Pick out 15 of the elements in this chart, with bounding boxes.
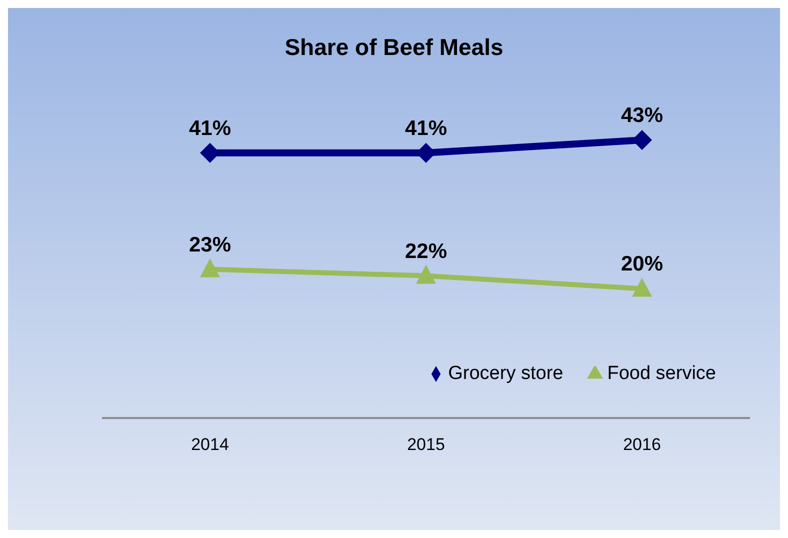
data-label: 20% xyxy=(620,252,664,276)
x-tick-label: 2014 xyxy=(191,435,229,454)
chart-title: Share of Beef Meals xyxy=(284,34,504,61)
data-label: 41% xyxy=(188,116,232,140)
legend-label: Food service xyxy=(607,363,716,384)
point xyxy=(416,264,436,284)
x-tick-label: 2016 xyxy=(623,435,661,454)
data-label: 23% xyxy=(188,233,232,256)
data-label: 41% xyxy=(404,116,448,140)
x-tick-label: 2015 xyxy=(407,435,445,454)
legend-label: Grocery store xyxy=(448,363,564,384)
point xyxy=(200,258,220,278)
data-label: 43% xyxy=(620,104,664,127)
data-label: 22% xyxy=(404,240,448,263)
point xyxy=(632,278,652,297)
